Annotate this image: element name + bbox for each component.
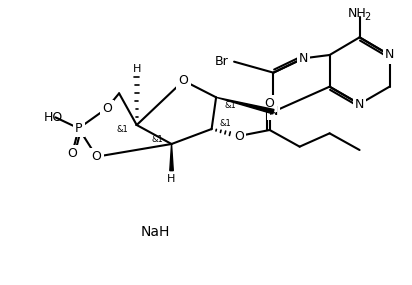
Text: O: O <box>92 150 102 163</box>
Text: &1: &1 <box>220 119 232 129</box>
Text: O: O <box>234 129 244 142</box>
Text: O: O <box>102 102 112 115</box>
Polygon shape <box>216 97 274 114</box>
Text: NaH: NaH <box>141 225 170 239</box>
Text: HO: HO <box>44 111 63 124</box>
Text: N: N <box>269 105 278 118</box>
Text: H: H <box>133 64 141 74</box>
Text: 2: 2 <box>365 12 371 22</box>
Text: &1: &1 <box>117 125 129 135</box>
Text: H: H <box>167 174 176 184</box>
Text: P: P <box>75 122 82 135</box>
Text: O: O <box>67 147 77 160</box>
Text: O: O <box>178 74 188 87</box>
Text: O: O <box>265 97 275 110</box>
Polygon shape <box>170 144 173 171</box>
Text: N: N <box>385 48 394 62</box>
Text: &1: &1 <box>152 135 164 144</box>
Text: Br: Br <box>214 55 228 68</box>
Text: N: N <box>299 52 308 65</box>
Text: NH: NH <box>348 7 367 20</box>
Text: N: N <box>355 97 364 111</box>
Text: &1: &1 <box>224 101 236 110</box>
